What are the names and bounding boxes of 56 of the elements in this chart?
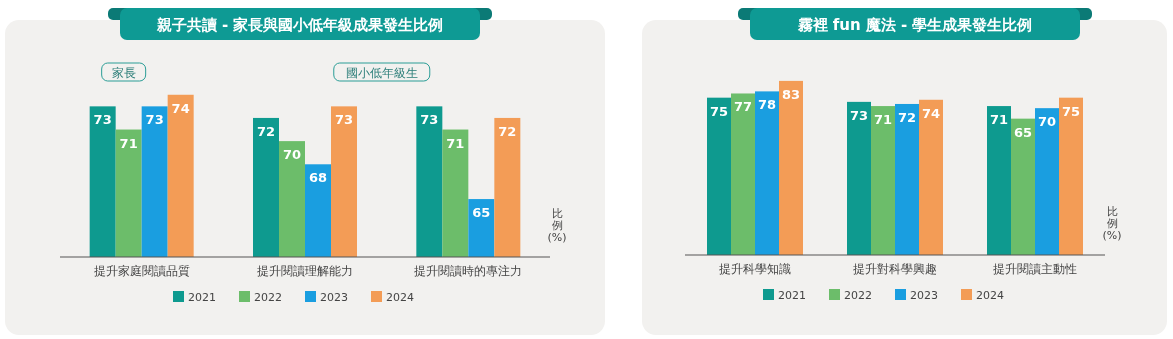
x-tick-label: 提升科學知識 <box>719 262 791 276</box>
bar <box>1011 118 1035 255</box>
data-label: 65 <box>472 205 491 221</box>
bar <box>871 106 895 255</box>
bar <box>1059 97 1083 255</box>
x-tick-label: 提升閱讀時的專注力 <box>414 264 523 278</box>
data-label: 73 <box>420 112 439 128</box>
bar <box>1035 108 1059 255</box>
bar <box>731 93 755 255</box>
bar <box>755 91 779 255</box>
y-axis-title: 比例(%) <box>1102 205 1122 242</box>
bar <box>895 103 919 255</box>
y-axis-title: 比例(%) <box>547 207 567 244</box>
data-label: 78 <box>757 97 777 113</box>
data-label: 74 <box>171 100 190 116</box>
data-label: 72 <box>498 123 517 139</box>
data-label: 72 <box>897 109 917 125</box>
data-label: 75 <box>709 103 729 119</box>
x-tick-label: 提升對科學興趣 <box>853 262 937 276</box>
legend-label: 2022 <box>844 289 872 302</box>
data-label: 65 <box>1013 124 1033 140</box>
bar <box>919 99 943 255</box>
data-label: 71 <box>446 135 465 151</box>
legend-label: 2021 <box>188 291 216 304</box>
legend-label: 2024 <box>386 291 414 304</box>
data-label: 72 <box>256 123 276 139</box>
data-label: 71 <box>989 112 1009 128</box>
bar <box>847 101 871 255</box>
data-label: 77 <box>733 99 753 115</box>
data-label: 73 <box>93 112 112 128</box>
data-label: 70 <box>282 147 302 163</box>
x-tick-label: 提升閱讀主動性 <box>993 262 1077 276</box>
legend-label: 2023 <box>320 291 348 304</box>
chart-title: 霧裡 fun 魔法 - 學生成果發生比例 <box>796 16 1033 34</box>
data-label: 71 <box>119 135 138 151</box>
bar <box>707 97 731 255</box>
annotation: 家長 <box>111 66 136 80</box>
bar <box>779 80 803 255</box>
legend-label: 2021 <box>778 289 806 302</box>
data-label: 73 <box>145 112 164 128</box>
data-label: 70 <box>1037 114 1057 130</box>
data-label: 83 <box>781 86 801 102</box>
annotation: 國小低年級生 <box>345 66 418 80</box>
data-label: 68 <box>308 170 328 186</box>
chart-title: 親子共讀 - 家長與國小低年級成果發生比例 <box>155 16 444 34</box>
x-tick-label: 提升家庭閱讀品質 <box>93 264 190 278</box>
x-tick-label: 提升閱讀理解能力 <box>257 264 353 278</box>
legend-label: 2023 <box>910 289 938 302</box>
data-label: 75 <box>1061 103 1081 119</box>
data-label: 71 <box>873 112 893 128</box>
data-label: 74 <box>921 105 941 121</box>
legend-label: 2022 <box>254 291 282 304</box>
data-label: 73 <box>849 107 869 123</box>
legend-label: 2024 <box>976 289 1004 302</box>
bar <box>987 106 1011 255</box>
data-label: 73 <box>334 112 354 128</box>
